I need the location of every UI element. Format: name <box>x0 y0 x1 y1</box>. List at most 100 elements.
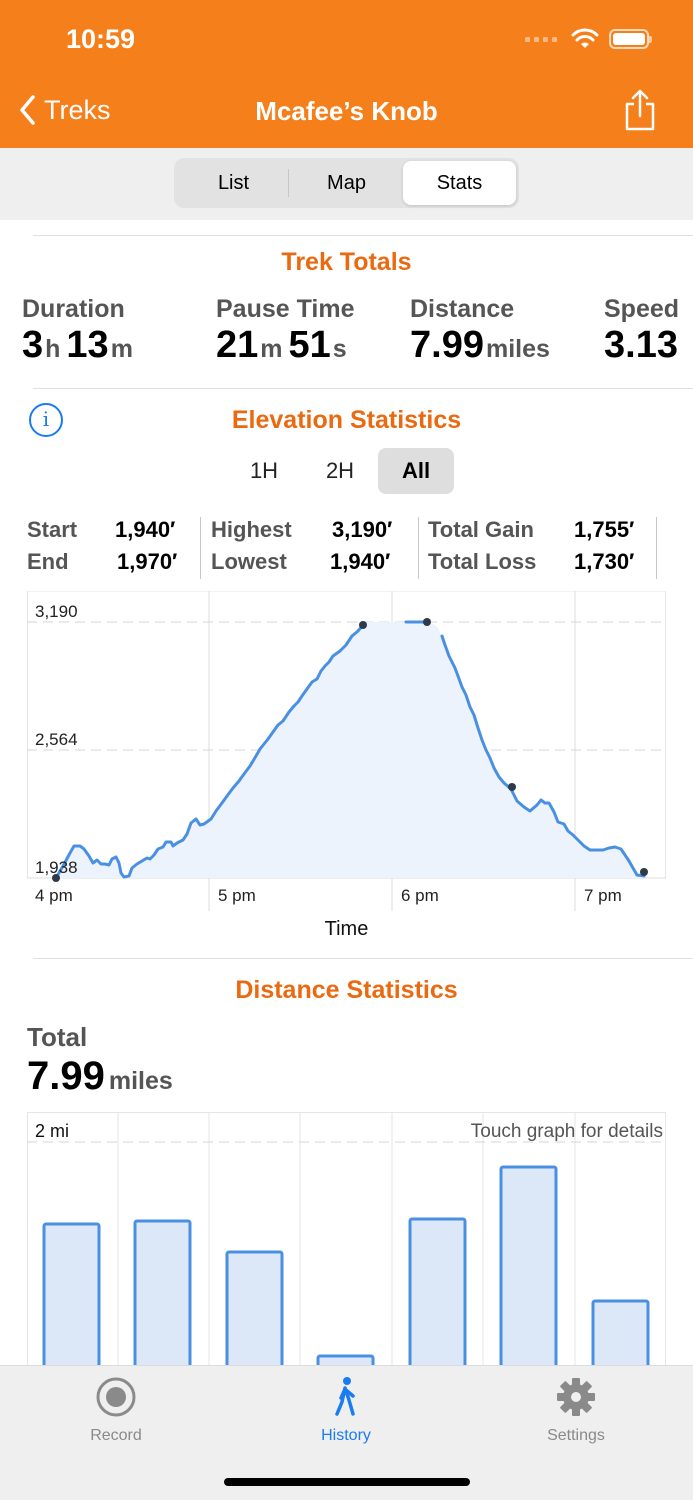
start-label: Start <box>27 517 78 542</box>
segment-list[interactable]: List <box>217 171 250 194</box>
distance-unit: miles <box>485 335 550 363</box>
elevation-title: Elevation Statistics <box>231 406 462 434</box>
divider <box>33 958 693 959</box>
status-time: 10:59 <box>66 24 136 54</box>
x-tick-7pm: 7 pm <box>584 886 622 905</box>
home-indicator[interactable] <box>224 1478 470 1486</box>
tab-settings[interactable]: Settings <box>506 1376 646 1445</box>
speed-stat: Speed 3.13 <box>604 295 680 366</box>
share-button[interactable] <box>623 88 657 137</box>
segment-stats[interactable]: Stats <box>403 161 516 205</box>
distance-bar-2 <box>133 1219 192 1373</box>
trek-totals-title: Trek Totals <box>281 248 412 276</box>
pause-minutes: 21 <box>216 324 259 366</box>
distance-stat: Distance 7.99miles <box>410 295 556 370</box>
pause-time-value: 21m 51s <box>216 324 355 370</box>
back-button[interactable]: Treks <box>18 94 111 126</box>
distance-title: Distance Statistics <box>235 976 458 1004</box>
distance-bar-7 <box>591 1299 650 1383</box>
view-segmented-control: List Map Stats <box>174 158 519 208</box>
back-label: Treks <box>44 94 111 125</box>
duration-label: Duration <box>22 295 125 323</box>
total-loss-value: 1,730′ <box>574 549 635 574</box>
duration-hours: 3 <box>22 324 44 366</box>
record-icon <box>96 1377 136 1417</box>
duration-minutes: 13 <box>66 324 109 366</box>
x-tick-4pm: 4 pm <box>35 886 73 905</box>
tab-record-label: Record <box>90 1427 142 1444</box>
speed-value: 3.13 <box>604 324 678 366</box>
y-tick-mid: 2,564 <box>35 730 78 749</box>
tab-history-label: History <box>321 1427 371 1444</box>
summit-leave-marker <box>423 618 431 626</box>
tab-settings-label: Settings <box>547 1427 605 1444</box>
y-tick-max: 3,190 <box>35 602 78 621</box>
minutes-unit: m <box>110 335 133 363</box>
y-tick-min: 1,938 <box>35 858 78 877</box>
distance-chart-svg <box>27 1112 666 1383</box>
tab-record[interactable]: Record <box>46 1376 186 1445</box>
distance-total-number: 7.99 <box>27 1054 105 1098</box>
tab-history[interactable]: History <box>276 1376 416 1445</box>
highest-value: 3,190′ <box>332 517 393 542</box>
elevation-range-selector: 1H 2H All <box>226 448 454 494</box>
speed-label: Speed <box>604 295 680 323</box>
chevron-left-icon <box>20 95 35 125</box>
seconds-unit: s <box>332 335 347 363</box>
minutes-unit: m <box>260 335 283 363</box>
walking-person-icon <box>335 1377 355 1416</box>
pause-time-label: Pause Time <box>216 295 355 323</box>
end-label: End <box>27 549 69 574</box>
divider <box>33 388 693 389</box>
distance-bar-3 <box>225 1250 284 1374</box>
cellular-signal-icon <box>525 36 557 42</box>
hours-unit: h <box>45 335 61 363</box>
status-icons <box>525 28 652 50</box>
battery-icon <box>609 29 652 49</box>
end-marker <box>640 868 648 876</box>
distance-total-label: Total <box>27 1022 88 1052</box>
distance-total-unit: miles <box>108 1067 173 1095</box>
highest-label: Highest <box>211 517 292 542</box>
x-tick-5pm: 5 pm <box>218 886 256 905</box>
total-gain-label: Total Gain <box>428 517 534 542</box>
end-value: 1,970′ <box>117 549 178 574</box>
distance-bar-1 <box>42 1222 101 1376</box>
x-axis-label: Time <box>324 918 369 940</box>
distance-y-tick: 2 mi <box>35 1121 70 1141</box>
start-marker <box>52 874 60 882</box>
duration-stat: Duration 3h 13m <box>22 295 139 370</box>
info-icon[interactable]: i <box>29 403 63 437</box>
touch-hint: Touch graph for details <box>470 1121 663 1142</box>
range-1h-button[interactable]: 1H <box>249 458 279 483</box>
x-tick-6pm: 6 pm <box>401 886 439 905</box>
nav-header: 10:59 Treks Mcafee’s Knob <box>0 0 693 148</box>
distance-label: Distance <box>410 295 515 323</box>
tab-bar: Record History Settings <box>0 1365 693 1500</box>
total-gain-value: 1,755′ <box>574 517 635 542</box>
distance-bar-5 <box>408 1217 467 1371</box>
start-value: 1,940′ <box>115 517 176 542</box>
distance-total-value: 7.99 miles <box>27 1054 173 1099</box>
segment-divider <box>288 169 289 197</box>
distance-bar-chart[interactable]: 2 mi Touch graph for details <box>27 1112 666 1383</box>
share-icon <box>625 89 655 131</box>
total-loss-label: Total Loss <box>428 549 537 574</box>
range-all-button[interactable]: All <box>378 448 454 494</box>
pause-time-stat: Pause Time 21m 51s <box>216 295 355 370</box>
segment-map[interactable]: Map <box>327 171 366 194</box>
distance-bar-6 <box>499 1165 558 1379</box>
distance-bar-4 <box>316 1354 375 1378</box>
wifi-icon <box>571 28 599 48</box>
divider <box>33 235 693 236</box>
distance-value: 7.99miles <box>410 324 556 370</box>
column-divider <box>656 517 657 579</box>
range-2h-button[interactable]: 2H <box>325 458 355 483</box>
summit-marker <box>359 621 367 629</box>
column-divider <box>418 517 419 579</box>
page-title: Mcafee’s Knob <box>255 96 438 126</box>
gear-icon <box>557 1378 595 1416</box>
elevation-chart[interactable]: 3,190 2,564 1,938 4 pm 5 pm 6 pm 7 pm <box>27 590 666 911</box>
duration-value: 3h 13m <box>22 324 139 370</box>
lowest-label: Lowest <box>211 549 287 574</box>
